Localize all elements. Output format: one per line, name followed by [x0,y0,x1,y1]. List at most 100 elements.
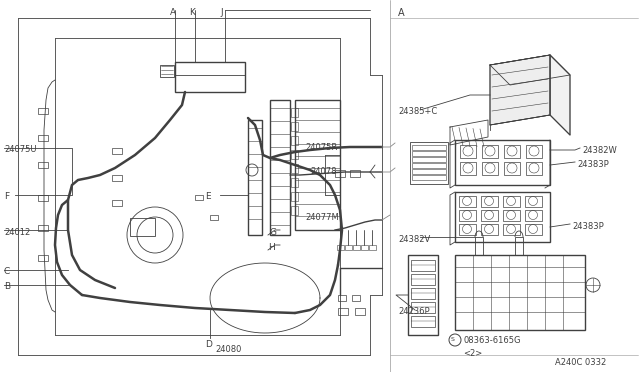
Bar [455,140,550,185]
Text: A240C 0332: A240C 0332 [555,358,606,367]
Text: D: D [205,340,212,349]
Bar [412,169,446,174]
Bar [412,163,446,168]
Bar [38,135,48,141]
Bar [481,196,498,207]
Text: 24075R: 24075R [305,143,337,152]
Bar [130,218,155,236]
Text: S: S [451,337,455,342]
Text: 24382V: 24382V [398,235,430,244]
Bar [248,120,262,235]
Text: K: K [189,8,195,17]
Text: 24077M: 24077M [305,213,339,222]
Text: 24236P: 24236P [398,307,429,316]
Bar [526,145,542,158]
Text: 24012: 24012 [4,228,30,237]
Bar [175,62,245,92]
Bar [38,195,48,201]
Bar [455,255,585,330]
Bar [38,108,48,114]
Bar [195,195,203,200]
Bar [270,100,290,235]
Bar [112,175,122,181]
Bar [295,100,340,230]
Bar [412,145,446,150]
Bar [411,260,435,271]
Bar [410,142,448,184]
Bar [459,224,476,235]
Bar [335,170,345,177]
Bar [291,150,298,159]
Text: A: A [170,8,176,17]
Bar [291,192,298,201]
Bar [411,288,435,299]
Bar [412,151,446,156]
Bar [361,245,368,250]
Polygon shape [550,55,570,135]
Polygon shape [490,55,550,125]
Bar [460,145,476,158]
Bar [38,162,48,168]
Text: 24385+C: 24385+C [398,107,437,116]
Text: 24078: 24078 [310,167,337,176]
Text: 24080: 24080 [215,345,241,354]
Bar [503,224,520,235]
Bar [291,178,298,187]
Text: 24383P: 24383P [572,222,604,231]
Bar [412,157,446,162]
Text: 08363-6165G: 08363-6165G [463,336,520,345]
Bar [38,225,48,231]
Text: G: G [270,228,277,237]
Bar [160,65,174,77]
Bar [460,162,476,175]
Bar [112,200,122,206]
Bar [291,122,298,131]
Text: F: F [4,192,9,201]
Bar [525,196,542,207]
Bar [210,215,218,220]
Bar [503,210,520,221]
Bar [482,145,498,158]
Bar [411,302,435,313]
Text: B: B [4,282,10,291]
Text: J: J [220,8,223,17]
Bar [503,196,520,207]
Text: H: H [268,243,275,252]
Bar [504,162,520,175]
Text: 24382W: 24382W [582,146,617,155]
Text: E: E [205,192,211,201]
Bar [455,192,550,242]
Bar [353,245,360,250]
Bar [369,245,376,250]
Bar [525,224,542,235]
Bar [350,170,360,177]
Bar [38,255,48,261]
Bar [459,210,476,221]
Bar [291,108,298,117]
Text: 24075U: 24075U [4,145,36,154]
Bar [112,148,122,154]
Polygon shape [490,55,570,85]
Bar [459,196,476,207]
Bar [504,145,520,158]
Bar [345,245,352,250]
Bar [337,245,344,250]
Bar [526,162,542,175]
Bar [291,164,298,173]
Bar [291,206,298,215]
Bar [355,308,365,315]
Bar [408,255,438,335]
Bar [412,175,446,180]
Bar [482,162,498,175]
Text: <2>: <2> [463,349,483,358]
Text: A: A [398,8,404,18]
Bar [338,295,346,301]
Bar [481,210,498,221]
Bar [352,295,360,301]
Text: C: C [4,267,10,276]
Bar [338,308,348,315]
Bar [411,274,435,285]
Bar [525,210,542,221]
Bar [291,136,298,145]
Text: 24383P: 24383P [577,160,609,169]
